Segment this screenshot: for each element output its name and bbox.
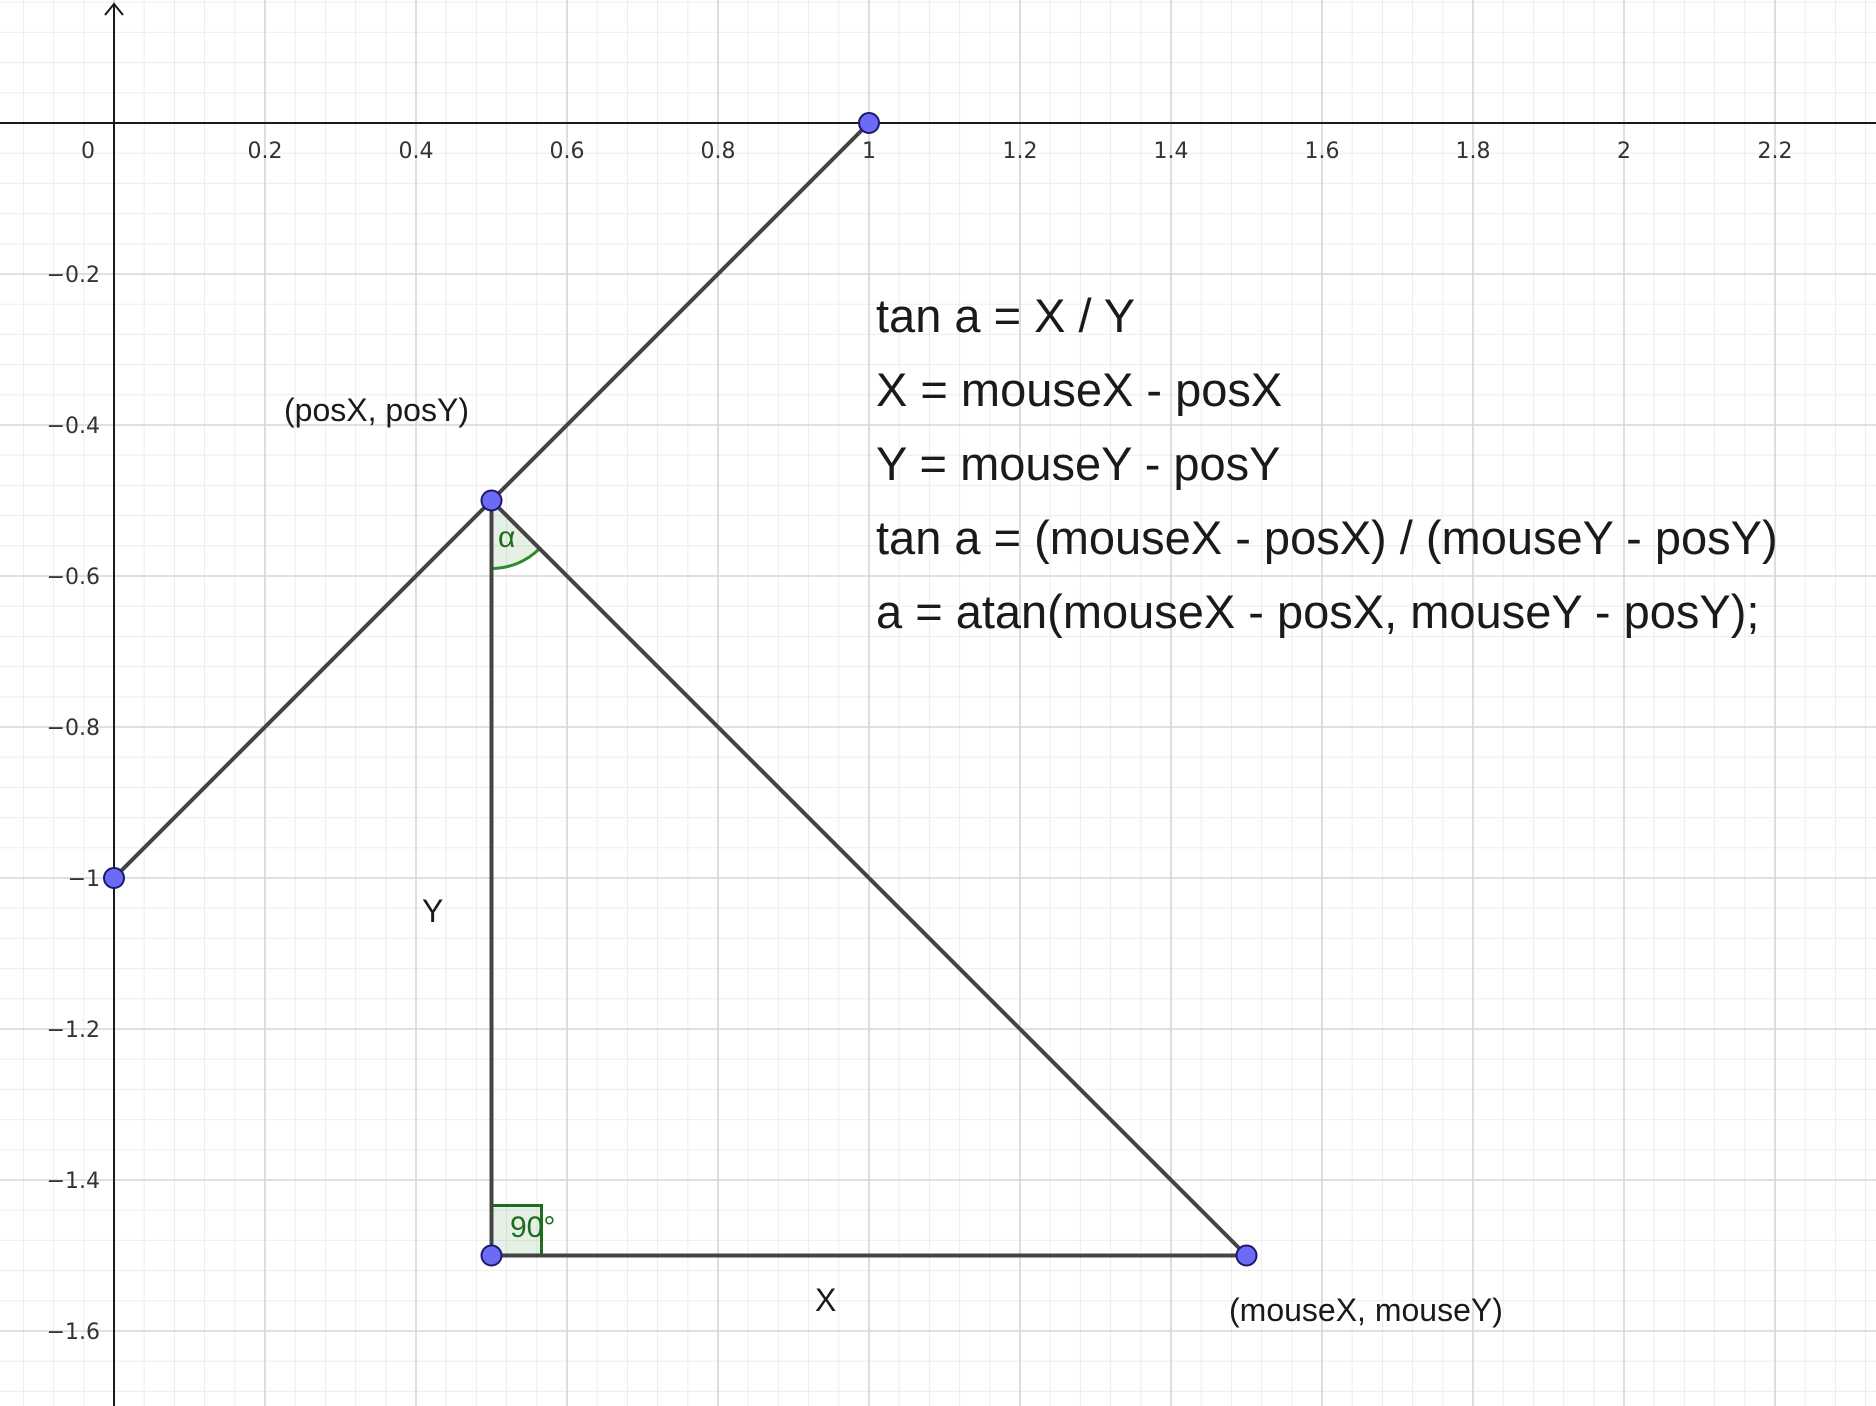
formula-line: a = atan(mouseX - posX, mouseY - posY); [876, 585, 1759, 638]
y-tick-label: −1 [68, 867, 100, 892]
x-tick-label: 2.2 [1758, 139, 1793, 164]
x-tick-label: 0.6 [550, 139, 585, 164]
formula-line: Y = mouseY - posY [876, 437, 1281, 490]
point[interactable] [858, 112, 880, 134]
point-mouse[interactable] [1235, 1244, 1258, 1267]
x-tick-label: 1.6 [1305, 139, 1340, 164]
point-pos[interactable] [480, 489, 503, 512]
alpha-angle-label: α [498, 521, 515, 554]
formula-line: tan a = (mouseX - posX) / (mouseY - posY… [876, 511, 1778, 564]
y-tick-label: −1.2 [47, 1018, 100, 1043]
x-tick-label: 0 [81, 139, 95, 164]
formula-line: tan a = X / Y [876, 289, 1135, 342]
x-tick-label: 1 [862, 139, 876, 164]
y-tick-label: −1.6 [47, 1320, 100, 1345]
mouse-point-label: (mouseX, mouseY) [1229, 1292, 1503, 1328]
formula-line: X = mouseX - posX [876, 363, 1282, 416]
y-tick-label: −0.6 [47, 565, 100, 590]
points [103, 112, 1258, 1267]
x-tick-labels: 0 0.2 0.4 0.6 0.8 1 1.2 1.4 1.6 1.8 2 2.… [81, 139, 1793, 164]
formula-block: tan a = X / Y X = mouseX - posX Y = mous… [876, 289, 1778, 638]
x-tick-label: 1.8 [1456, 139, 1491, 164]
x-tick-label: 0.2 [248, 139, 283, 164]
y-axis-arrow-icon [104, 2, 124, 16]
x-tick-label: 1.4 [1154, 139, 1189, 164]
point-right-angle-vertex[interactable] [480, 1244, 503, 1267]
y-tick-label: −0.4 [47, 414, 100, 439]
y-tick-label: −1.4 [47, 1169, 100, 1194]
pos-point-label: (posX, posY) [284, 392, 469, 428]
y-side-label: Y [422, 893, 443, 929]
x-tick-label: 0.8 [701, 139, 736, 164]
x-side-label: X [815, 1282, 836, 1318]
right-angle-label: 90° [510, 1211, 555, 1244]
x-tick-label: 0.4 [399, 139, 434, 164]
y-tick-labels: −0.2 −0.4 −0.6 −0.8 −1 −1.2 −1.4 −1.6 [47, 263, 100, 1345]
y-tick-label: −0.2 [47, 263, 100, 288]
x-tick-label: 1.2 [1003, 139, 1038, 164]
segment-hypotenuse[interactable] [489, 498, 1249, 1258]
x-tick-label: 2 [1617, 139, 1631, 164]
point[interactable] [103, 867, 125, 889]
y-tick-label: −0.8 [47, 716, 100, 741]
